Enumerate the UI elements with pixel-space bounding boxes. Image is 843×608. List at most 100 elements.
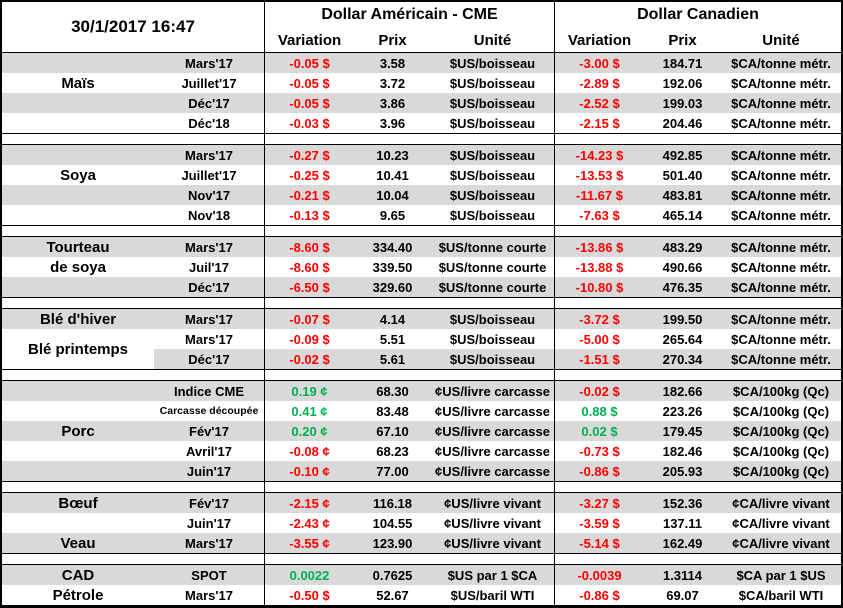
ca-price: 492.85 <box>644 145 721 165</box>
section-cad-petrole: CAD SPOT 0.0022 0.7625 $US par 1 $CA -0.0039 1… <box>2 564 841 606</box>
ca-variation: -3.00 $ <box>554 53 644 73</box>
commodity-label-empty <box>2 93 154 113</box>
us-price: 68.30 <box>354 381 431 401</box>
commodity-label-empty <box>2 113 154 133</box>
ca-price: 476.35 <box>644 277 721 297</box>
commodity-label-empty <box>2 513 154 533</box>
us-variation: -0.21 $ <box>264 185 354 205</box>
ca-unit: $CA/tonne métr. <box>721 53 841 73</box>
us-price: 3.58 <box>354 53 431 73</box>
contract-month: SPOT <box>154 565 264 585</box>
ca-price: 465.14 <box>662 207 703 223</box>
ca-variation: 0.02 $ <box>554 421 644 441</box>
grid-line <box>264 298 265 308</box>
us-price-column-header: Prix <box>378 31 407 49</box>
ca-unit: ¢CA/livre vivant <box>721 493 841 513</box>
ca-variation: -0.73 $ <box>554 441 644 461</box>
ca-variation: -3.27 $ <box>554 493 644 513</box>
us-variation: -3.55 ¢ <box>264 533 354 553</box>
grid-line <box>264 226 265 236</box>
ca-price: 501.40 <box>662 167 703 183</box>
ca-unit: $CA/100kg (Qc) <box>732 443 830 459</box>
us-price: 83.48 <box>376 403 409 419</box>
contract-month: Déc'17 <box>154 277 264 297</box>
ca-unit: $CA/tonne métr. <box>721 237 841 257</box>
contract-month: Déc'18 <box>188 115 230 131</box>
us-variation: -0.13 $ <box>264 205 354 225</box>
ca-variation: -2.89 $ <box>554 73 644 93</box>
ca-variation: -10.80 $ <box>554 277 644 297</box>
commodity-label: CAD <box>2 565 154 585</box>
section-mais: Mars'17 -0.05 $3.58 $US/boisseau -3.00 $184… <box>2 52 841 134</box>
contract-month: Mars'17 <box>154 53 264 73</box>
us-unit: ¢US/livre carcasse <box>431 421 554 441</box>
ca-variation: -5.14 $ <box>554 533 644 553</box>
section-separator <box>2 298 841 308</box>
us-variation-column-header: Variation <box>264 28 354 52</box>
contract-month: Indice CME <box>154 381 264 401</box>
us-variation: -0.09 $ <box>264 329 354 349</box>
ca-variation: -3.72 $ <box>554 309 644 329</box>
ca-price: 69.07 <box>666 587 699 603</box>
contract-month: Fév'17 <box>154 421 264 441</box>
us-price: 10.04 <box>354 185 431 205</box>
ca-variation: -5.00 $ <box>554 329 644 349</box>
commodity-label: Porc <box>2 421 154 441</box>
commodity-label: de soya <box>50 258 106 276</box>
us-variation: 0.20 ¢ <box>264 421 354 441</box>
us-unit: $US/tonne courte <box>431 237 554 257</box>
contract-month: Fév'17 <box>154 493 264 513</box>
commodity-label: Veau <box>2 533 154 553</box>
us-variation: -0.50 $ <box>264 585 354 605</box>
us-unit: $US/baril WTI <box>450 587 535 603</box>
us-price: 123.90 <box>354 533 431 553</box>
commodity-label: Tourteau <box>2 237 154 257</box>
commodity-label: Pétrole <box>52 586 104 604</box>
ca-variation: -7.63 $ <box>554 205 644 225</box>
us-variation: -0.03 $ <box>264 113 354 133</box>
contract-month: Juillet'17 <box>181 167 237 183</box>
section-separator <box>2 226 841 236</box>
commodity-label-empty <box>2 145 154 165</box>
section-separator <box>2 554 841 564</box>
ca-unit: $CA/tonne métr. <box>721 277 841 297</box>
ca-price: 184.71 <box>644 53 721 73</box>
ca-unit: $CA/100kg (Qc) <box>721 381 841 401</box>
ca-unit: ¢CA/livre vivant <box>732 515 830 531</box>
us-price: 52.67 <box>376 587 409 603</box>
us-unit: $US/boisseau <box>431 349 554 369</box>
ca-price: 179.45 <box>644 421 721 441</box>
contract-month: Mars'17 <box>154 237 264 257</box>
report-datetime: 30/1/2017 16:47 <box>71 17 195 36</box>
ca-unit: $CA/tonne métr. <box>731 115 831 131</box>
contract-month: Mars'17 <box>154 145 264 165</box>
ca-variation: -0.0039 <box>554 565 644 585</box>
us-variation: -0.02 $ <box>264 349 354 369</box>
us-variation: -0.05 $ <box>264 93 354 113</box>
ca-unit: $CA/tonne métr. <box>731 207 831 223</box>
us-unit: ¢US/livre carcasse <box>431 381 554 401</box>
ca-price: 199.03 <box>644 93 721 113</box>
us-unit: $US/boisseau <box>449 331 536 347</box>
commodity-label: Blé printemps <box>27 340 129 358</box>
us-variation: -6.50 $ <box>264 277 354 297</box>
ca-unit: $CA/baril WTI <box>738 587 824 603</box>
ca-variation: -1.51 $ <box>554 349 644 369</box>
ca-price: 483.29 <box>644 237 721 257</box>
ca-price: 270.34 <box>644 349 721 369</box>
us-price: 104.55 <box>372 515 413 531</box>
ca-variation: -2.52 $ <box>554 93 644 113</box>
us-price: 68.23 <box>376 443 409 459</box>
ca-unit: $CA/tonne métr. <box>731 259 831 275</box>
usd-group-header: Dollar Américain - CME <box>264 2 554 28</box>
ca-unit: ¢CA/livre vivant <box>721 533 841 553</box>
ca-price: 199.50 <box>644 309 721 329</box>
us-price: 67.10 <box>354 421 431 441</box>
ca-price: 182.46 <box>662 443 703 459</box>
commodity-label-empty <box>2 461 154 481</box>
contract-month: Déc'17 <box>154 349 264 369</box>
us-unit: $US/tonne courte <box>431 277 554 297</box>
us-unit: $US/boisseau <box>431 145 554 165</box>
ca-price: 204.46 <box>662 115 703 131</box>
ca-unit: $CA/tonne métr. <box>731 167 831 183</box>
